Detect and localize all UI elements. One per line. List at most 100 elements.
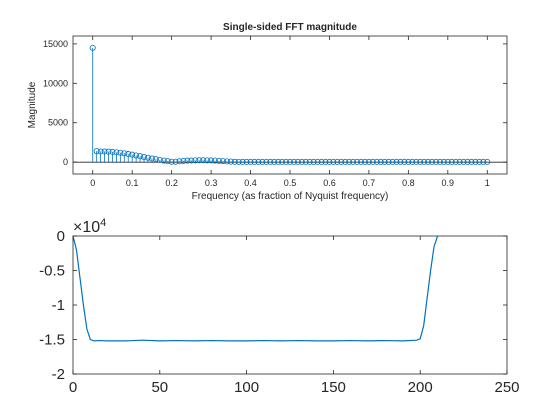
fft-stem-marker [156, 156, 163, 163]
fft-stem-marker [425, 158, 432, 165]
fft-x-tick-label: 0.1 [126, 178, 139, 188]
fft-stem-marker [172, 158, 179, 165]
fft-stem-marker [330, 158, 337, 165]
fft-y-tick-label: 15000 [43, 39, 68, 49]
fft-stem-marker [208, 157, 215, 164]
time-axes: 0 50 100 150 200 250 0 -0.5 -1 -1.5 -2 ×104 [39, 217, 519, 396]
fft-stem-marker [97, 148, 104, 155]
fft-stem-marker [405, 158, 412, 165]
fft-x-tick-label: 0.6 [323, 178, 336, 188]
fft-y-tick-label: 10000 [43, 78, 68, 88]
fft-stem-marker [440, 158, 447, 165]
fft-stem-marker [350, 158, 357, 165]
fft-title: Single-sided FFT magnitude [223, 22, 357, 33]
fft-stem-marker [444, 158, 451, 165]
fft-stems [73, 44, 507, 165]
fft-stem-marker [184, 157, 191, 164]
fft-stem-marker [279, 158, 286, 165]
fft-stem-marker [338, 158, 345, 165]
fft-stem-marker [322, 158, 329, 165]
fft-stem-marker [413, 158, 420, 165]
fft-stem-marker [235, 158, 242, 165]
time-y-exponent-base: ×10 [73, 219, 100, 236]
fft-stem-marker [141, 154, 148, 161]
time-x-tick-label: 50 [151, 379, 168, 396]
fft-stem-marker [219, 158, 226, 165]
fft-stem-marker [365, 158, 372, 165]
fft-stem-marker [263, 158, 270, 165]
fft-stem-marker [188, 157, 195, 164]
time-y-tick-label: -2 [52, 366, 65, 383]
fft-stem-marker [176, 158, 183, 165]
fft-stem-marker [314, 158, 321, 165]
time-y-exponent: ×104 [73, 217, 106, 236]
fft-stem-marker [239, 158, 246, 165]
fft-stem-marker [121, 150, 128, 157]
fft-stem-marker [93, 148, 100, 155]
fft-stem-marker [448, 158, 455, 165]
fft-stem-marker [251, 158, 258, 165]
fft-stem-marker [429, 158, 436, 165]
fft-stem-marker [480, 158, 487, 165]
fft-stem-marker [113, 149, 120, 156]
fft-stem-marker [101, 148, 108, 155]
fft-stem-marker [164, 158, 171, 165]
fft-stem-marker [432, 158, 439, 165]
fft-stem-marker [401, 158, 408, 165]
time-x-tick-label: 0 [69, 379, 77, 396]
fft-stem-marker [275, 158, 282, 165]
fft-stem-marker [472, 158, 479, 165]
fft-stem-marker [346, 158, 353, 165]
fft-x-tick-label: 0.4 [244, 178, 257, 188]
fft-stem-marker [298, 158, 305, 165]
fft-x-tick-label: 0.8 [402, 178, 415, 188]
fft-stem-marker [255, 158, 262, 165]
time-x-tick-label: 100 [234, 379, 259, 396]
fft-stem-marker [306, 158, 313, 165]
time-y-ticks: 0 -0.5 -1 -1.5 -2 [39, 228, 507, 383]
fft-stem-marker [358, 158, 365, 165]
fft-stem-marker [117, 149, 124, 156]
fft-stem-marker [342, 158, 349, 165]
fft-stem-marker [283, 158, 290, 165]
fft-stem-marker [223, 158, 230, 165]
fft-stem-marker [421, 158, 428, 165]
fft-x-tick-label: 0.9 [442, 178, 455, 188]
fft-stem-marker [318, 158, 325, 165]
fft-stem-marker [196, 157, 203, 164]
fft-y-axis-label: Magnitude [27, 81, 38, 128]
fft-stem-marker [168, 158, 175, 165]
fft-x-tick-label: 0.3 [205, 178, 218, 188]
fft-y-tick-label: 0 [63, 157, 68, 167]
fft-x-tick-label: 1 [485, 178, 490, 188]
time-y-exponent-power: 4 [100, 217, 106, 229]
fft-stem-marker [294, 158, 301, 165]
fft-axes: Single-sided FFT magnitude 0 0.1 0.2 0.3 0.4… [27, 22, 508, 202]
fft-stem-marker [310, 158, 317, 165]
fft-stem-marker [460, 158, 467, 165]
time-y-tick-label: 0 [57, 228, 65, 245]
fft-stem-marker [231, 158, 238, 165]
fft-stem-marker [389, 158, 396, 165]
fft-stem-marker [243, 158, 250, 165]
fft-stem-marker [334, 158, 341, 165]
time-y-tick-label: -0.5 [39, 263, 65, 280]
fft-stem-marker [152, 156, 159, 163]
fft-stem-marker [200, 157, 207, 164]
time-series-line [72, 235, 439, 342]
fft-stem-marker [373, 158, 380, 165]
fft-x-tick-label: 0 [90, 178, 95, 188]
time-y-tick-label: -1.5 [39, 332, 65, 349]
fft-stem-marker [354, 158, 361, 165]
fft-stem-marker [397, 158, 404, 165]
fft-stem-marker [212, 157, 219, 164]
fft-stem-marker [464, 158, 471, 165]
fft-stem-marker [259, 158, 266, 165]
fft-stem-marker [436, 158, 443, 165]
fft-stem-marker [227, 158, 234, 165]
fft-stem-marker [133, 152, 140, 159]
fft-y-ticks: 0 5000 10000 15000 [43, 39, 507, 167]
fft-stem-marker [160, 157, 167, 164]
